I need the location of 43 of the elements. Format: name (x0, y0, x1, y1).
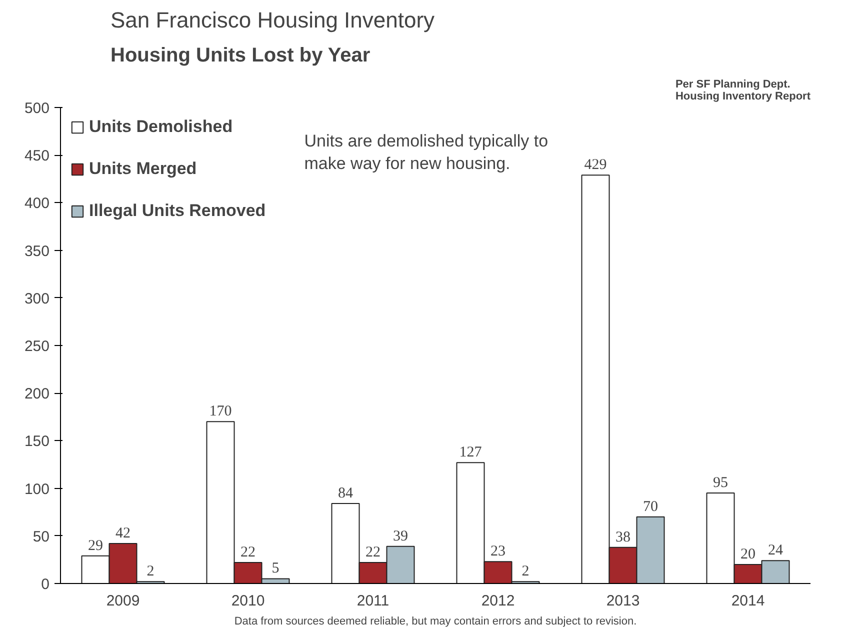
y-tick-label: 500 (24, 100, 50, 117)
y-tick-label: 50 (32, 528, 50, 546)
y-tick-label: 450 (24, 148, 50, 165)
data-label: 22 (240, 544, 256, 561)
text: Per SF Planning Dept. Housing Inventory Report (675, 78, 811, 102)
y-tick-label: 300 (24, 290, 50, 308)
data-label: 38 (616, 529, 630, 546)
legend-label: Illegal Units Removed (89, 201, 266, 221)
chart-title: San Francisco Housing Inventory (110, 8, 435, 32)
data-label: 29 (88, 538, 103, 554)
data-label: 39 (393, 528, 408, 544)
legend-label: Units Demolished (89, 117, 233, 137)
data-label: 22 (366, 544, 380, 561)
data-label: 170 (209, 404, 232, 420)
data-label: 42 (116, 526, 130, 542)
x-tick-label: 2011 (356, 592, 390, 610)
chart-subtitle: Housing Units Lost by Year (110, 44, 370, 66)
text: Data from sources deemed reliable, but may contain errors and subject to revision. (234, 616, 637, 628)
x-tick-label: 2013 (606, 592, 640, 610)
y-tick-label: 400 (24, 195, 50, 212)
data-label: 23 (490, 544, 506, 560)
y-tick-label: 100 (24, 480, 50, 498)
x-tick-label: 2014 (731, 592, 765, 610)
data-label: 70 (643, 498, 658, 515)
data-label: 2 (146, 564, 154, 580)
data-label: 95 (713, 475, 728, 492)
x-tick-label: 2010 (231, 592, 265, 610)
data-label: 2 (522, 564, 530, 580)
x-tick-label: 2009 (106, 592, 140, 610)
data-label: 84 (338, 486, 354, 502)
data-label: 20 (740, 546, 756, 562)
data-label: 24 (768, 542, 784, 559)
data-label: 127 (459, 444, 482, 461)
y-tick-label: 350 (24, 242, 50, 260)
y-tick-label: 200 (24, 386, 50, 403)
y-tick-label: 0 (41, 576, 50, 593)
x-tick-label: 2012 (481, 592, 515, 610)
annotation: Units are demolished typically to make way for new housing. (304, 131, 548, 174)
data-label: 429 (584, 157, 607, 174)
y-tick-label: 250 (24, 338, 50, 355)
data-label: 5 (272, 560, 280, 577)
y-tick-label: 150 (24, 433, 50, 450)
legend-label: Units Merged (89, 159, 197, 179)
